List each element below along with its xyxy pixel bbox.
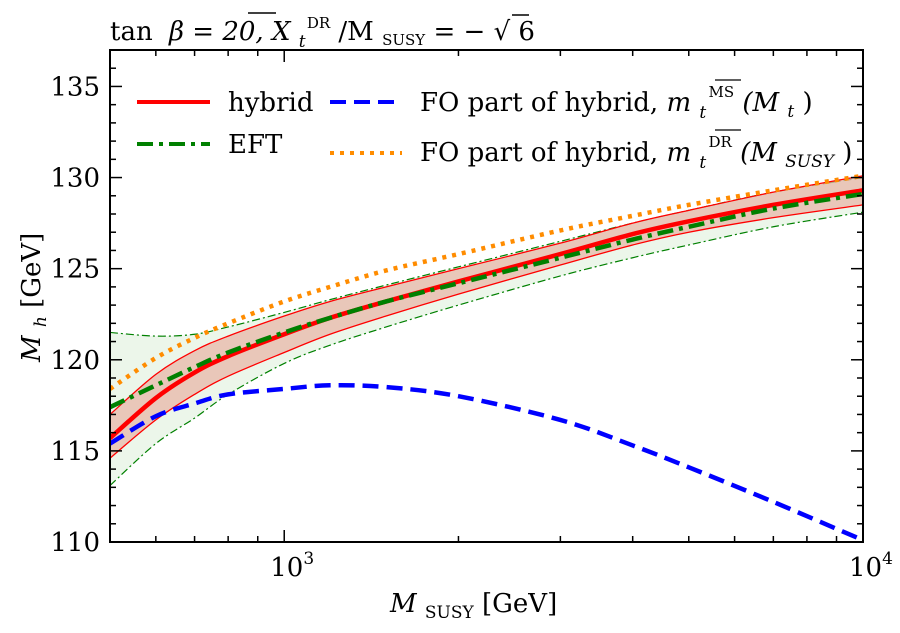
uncertainty-bands [110,175,863,486]
legend-label-eft: EFT [228,130,283,160]
y-tick-label: 120 [50,346,100,376]
band-edge-lower-eft [110,211,863,486]
y-tick-label: 115 [50,437,100,467]
series-line-eft [110,191,863,410]
band-hybrid [110,175,863,459]
legend-label-hybrid: hybrid [228,88,313,118]
y-tick-label: 130 [50,164,100,194]
legend-label-fo-dr: FO part of hybrid, m t DR (M SUSY ) [420,124,852,175]
y-tick-label: 110 [50,528,100,558]
y-tick-label: 125 [50,255,100,285]
band-edge-upper-eft [110,176,863,337]
x-tick-label: 103 [270,549,314,583]
axis-ticks: 103 104 110 115 120 125 130 135 [50,49,893,583]
x-tick-label: 104 [849,549,893,583]
band-edge-lower-hybrid [110,204,863,459]
series-line-fo-dr [110,173,863,391]
series-lines [110,173,863,542]
legend: hybrid EFT FO part of hybrid, m t MS (M … [137,74,852,175]
y-tick-label: 135 [50,72,100,102]
band-edge-upper-hybrid [110,175,863,415]
band-eft [110,177,863,486]
series-line-fo-ms [110,382,863,542]
x-axis-label: M SUSY [GeV] [389,589,557,625]
chart-title: tan β = 20, X t DR /M SUSY = − √ 6 [110,5,535,54]
y-axis-label: M h [GeV] [17,233,53,363]
plot-frame [109,49,864,543]
legend-label-fo-ms: FO part of hybrid, m t MS (M t ) [420,74,813,125]
